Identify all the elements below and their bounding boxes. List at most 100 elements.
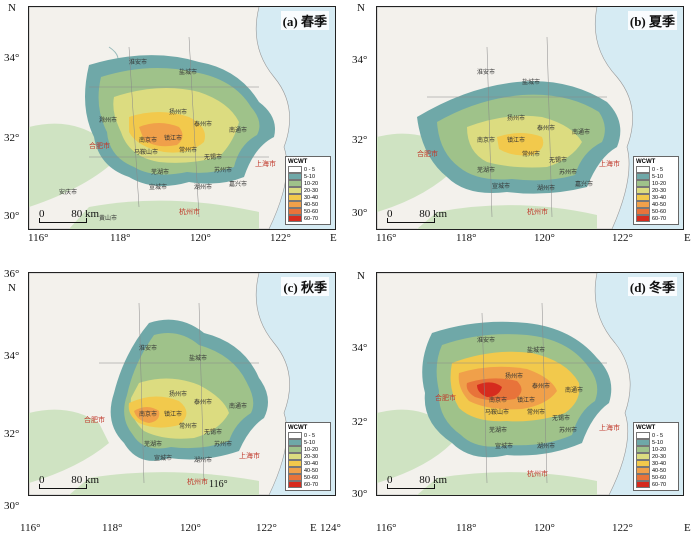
- legend-row: 60-70: [288, 215, 328, 222]
- city-label: 合肥市: [435, 395, 456, 402]
- legend-label: 0 - 5: [304, 166, 316, 173]
- legend-swatch: [288, 215, 302, 222]
- legend-swatch: [288, 446, 302, 453]
- legend-swatch: [636, 446, 650, 453]
- legend-swatch: [636, 173, 650, 180]
- city-label: 南通市: [229, 404, 248, 410]
- legend-swatch: [288, 460, 302, 467]
- boundaries-c: [99, 302, 259, 484]
- legend-label: 10-20: [652, 446, 667, 453]
- city-label: 淮安市: [139, 346, 158, 352]
- legend-swatch: [636, 460, 650, 467]
- y-axis-n-d: N: [357, 270, 365, 282]
- y-tick-c-34: 34°: [4, 350, 20, 362]
- y-tick-b-32: 32°: [352, 134, 368, 146]
- city-label: 镇江市: [517, 398, 536, 404]
- x-tick-c-116: 116°: [20, 522, 41, 534]
- legend-swatch: [636, 180, 650, 187]
- legend-swatch: [288, 201, 302, 208]
- city-label: 马鞍山市: [134, 150, 159, 156]
- scale-distance: 80 km: [71, 474, 99, 486]
- legend-label: 40-50: [304, 467, 319, 474]
- panel-label-a: (a) 春季: [280, 11, 329, 30]
- city-label: 芜湖市: [144, 442, 163, 448]
- x-tick-b-122: 122°: [612, 232, 633, 244]
- zone-30-40-b: [497, 133, 544, 156]
- legend-swatch: [288, 180, 302, 187]
- x-tick-c-124: 124°: [320, 522, 341, 534]
- boundaries-a: [89, 36, 269, 218]
- city-label: 苏州市: [559, 170, 578, 176]
- map-base-b: [377, 7, 633, 229]
- legend-row: 0 - 5: [288, 166, 328, 173]
- legend-swatch: [636, 194, 650, 201]
- scale-zero: 0: [387, 474, 393, 486]
- map-panel-spring: (a) 春季 盐城市 淮安市 滁州市 扬州市 泰州市 南通市 南京市 镇江市 马…: [28, 6, 336, 230]
- legend-label: 40-50: [652, 467, 667, 474]
- city-label: 杭州市: [179, 209, 200, 216]
- legend-swatch: [288, 208, 302, 215]
- legend-row: 20-30: [288, 453, 328, 460]
- panel-label-b: (b) 夏季: [627, 11, 677, 30]
- city-label: 上海市: [599, 161, 620, 168]
- city-label: 南京市: [139, 412, 158, 418]
- legend-row: 30-40: [288, 194, 328, 201]
- hills-south-a: [69, 200, 259, 229]
- city-label: 芜湖市: [151, 170, 170, 176]
- legend-swatch: [288, 439, 302, 446]
- legend-c: WCWT 0 - 5 5-10 10-20 20-30 30-40 40-50 50-60 6…: [285, 422, 331, 491]
- legend-swatch: [636, 439, 650, 446]
- legend-label: 5-10: [652, 173, 664, 180]
- city-label: 芜湖市: [477, 168, 496, 174]
- scale-line: [387, 218, 435, 223]
- legend-swatch: [636, 208, 650, 215]
- city-label: 盐城市: [527, 348, 546, 354]
- legend-title: WCWT: [636, 425, 656, 431]
- city-label: 湖州市: [194, 458, 213, 464]
- legend-label: 60-70: [304, 215, 319, 222]
- legend-b: WCWT 0 - 5 5-10 10-20 20-30 30-40 40-50 50-60 6…: [633, 156, 679, 225]
- legend-label: 5-10: [652, 439, 664, 446]
- city-label: 湖州市: [537, 444, 556, 450]
- x-tick-a-118: 118°: [110, 232, 131, 244]
- city-label: 杭州市: [527, 209, 548, 216]
- city-label: 南通市: [572, 130, 591, 136]
- legend-swatch: [288, 467, 302, 474]
- scale-zero: 0: [387, 208, 393, 220]
- scale-bar-c: 0 80 km: [39, 474, 99, 489]
- scale-distance: 80 km: [419, 208, 447, 220]
- panel-label-d: (d) 冬季: [627, 277, 677, 296]
- city-label: 泰州市: [194, 400, 213, 406]
- legend-row: 30-40: [288, 460, 328, 467]
- legend-title: WCWT: [288, 159, 308, 165]
- city-label: 南通市: [565, 388, 584, 394]
- map-base-c: [29, 273, 290, 495]
- legend-swatch: [288, 432, 302, 439]
- legend-row: 50-60: [288, 208, 328, 215]
- x-tick-d-118: 118°: [456, 522, 477, 534]
- city-label: 杭州市: [527, 471, 548, 478]
- hills-south-c: [69, 472, 259, 495]
- scale-bar-b: 0 80 km: [387, 208, 447, 223]
- hills-west-c: [29, 409, 109, 483]
- scale-distance: 80 km: [419, 474, 447, 486]
- legend-row: 50-60: [288, 474, 328, 481]
- legend-label: 20-30: [652, 187, 667, 194]
- x-axis-e-d: E: [684, 522, 691, 534]
- legend-row: 5-10: [636, 439, 676, 446]
- city-label: 盐城市: [189, 356, 208, 362]
- city-label: 宣城市: [154, 456, 173, 462]
- legend-label: 0 - 5: [304, 432, 316, 439]
- city-label: 黄山市: [99, 216, 118, 222]
- legend-label: 20-30: [304, 453, 319, 460]
- legend-label: 0 - 5: [652, 166, 664, 173]
- y-tick-c-36: 36°: [4, 268, 20, 280]
- legend-label: 0 - 5: [652, 432, 664, 439]
- scale-line: [39, 218, 87, 223]
- legend-row: 5-10: [288, 173, 328, 180]
- legend-label: 40-50: [304, 201, 319, 208]
- city-label: 马鞍山市: [485, 410, 510, 416]
- legend-label: 50-60: [652, 474, 667, 481]
- city-label: 宣城市: [492, 184, 511, 190]
- city-label: 嘉兴市: [229, 182, 248, 188]
